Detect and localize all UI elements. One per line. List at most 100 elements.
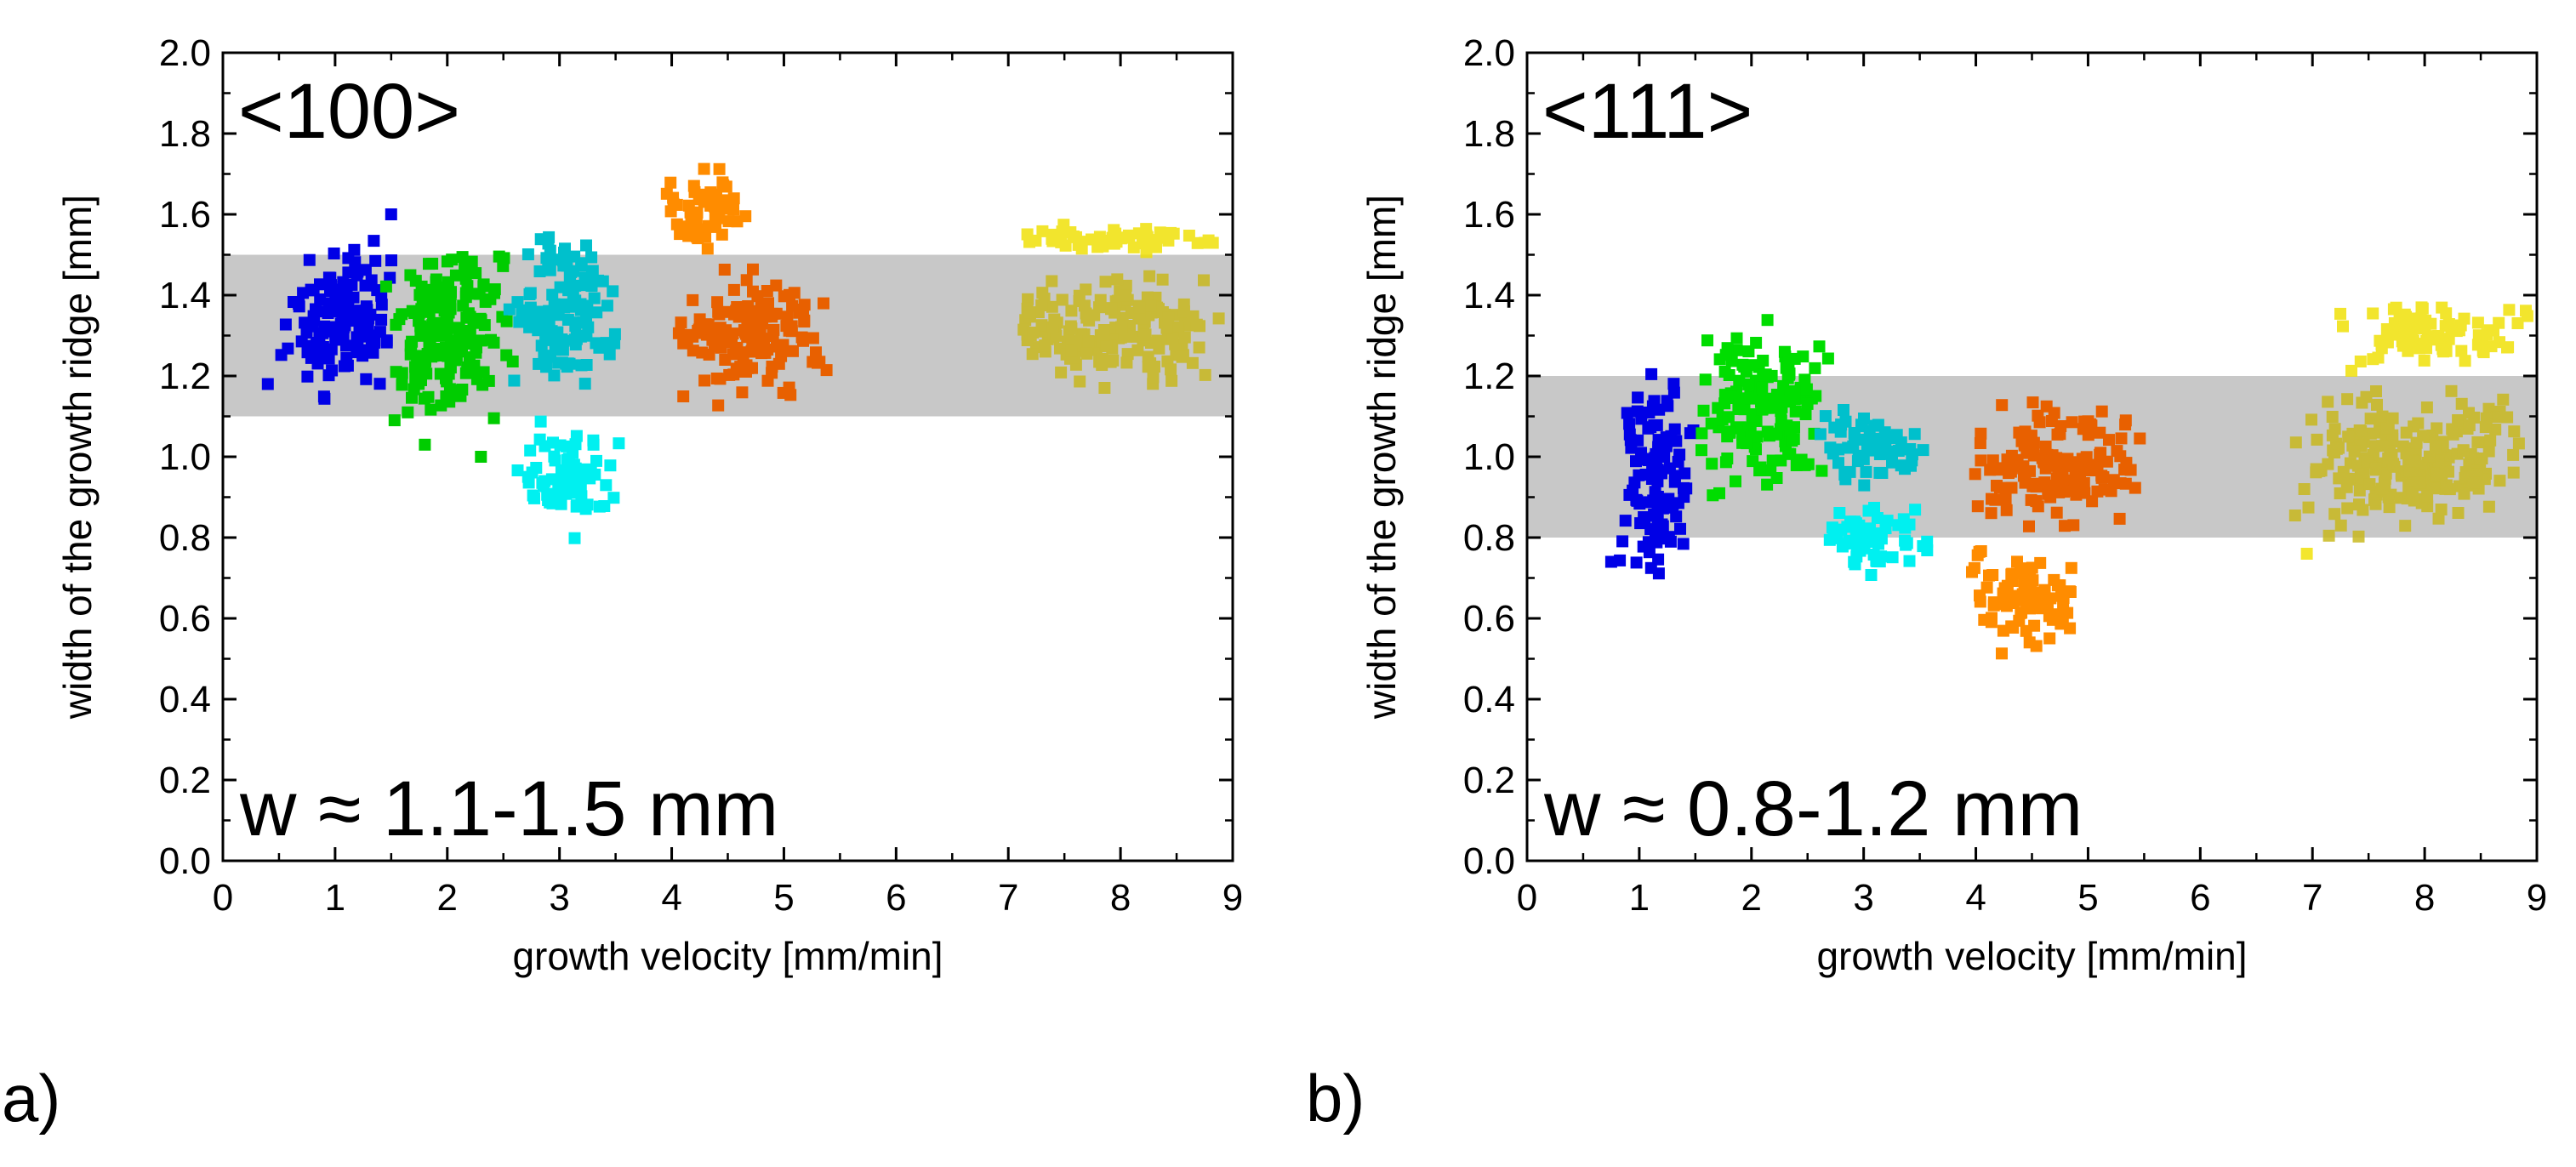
series-yellow <box>1021 219 1219 259</box>
data-point <box>1039 339 1051 352</box>
data-point <box>1652 446 1665 458</box>
data-point <box>577 316 590 329</box>
y-axis: 0.0 0.2 0.4 0.6 0.8 1.0 1.2 1.4 1.6 1.8 2.0 <box>159 32 1233 882</box>
data-point <box>2420 401 2433 413</box>
data-point <box>1770 472 1783 484</box>
data-point <box>2352 530 2365 543</box>
data-point <box>1800 383 1813 396</box>
data-point <box>590 306 603 319</box>
data-point <box>1798 373 1811 386</box>
data-point <box>418 392 430 405</box>
panel-label: b) <box>1306 1061 1365 1136</box>
series-cyan <box>503 231 621 390</box>
x-tick-label: 6 <box>886 877 906 919</box>
data-point <box>551 326 564 339</box>
data-point <box>2046 449 2059 462</box>
data-point <box>2507 448 2520 461</box>
data-point <box>2493 316 2505 329</box>
data-point <box>590 337 602 350</box>
data-point <box>2050 506 2063 519</box>
data-point <box>2367 307 2379 320</box>
data-point <box>580 329 593 342</box>
data-point <box>2508 425 2521 438</box>
data-point <box>1140 246 1153 259</box>
data-point <box>1742 378 1755 390</box>
data-point <box>1143 270 1156 282</box>
data-point <box>318 392 331 405</box>
data-point <box>2393 311 2406 324</box>
data-point <box>1697 404 1710 417</box>
data-point <box>715 335 728 348</box>
data-point <box>1788 384 1800 397</box>
data-point <box>423 258 435 270</box>
data-point <box>1094 293 1107 306</box>
data-point <box>2363 478 2376 491</box>
data-point <box>2028 619 2041 632</box>
data-point <box>467 316 480 329</box>
data-point <box>1645 367 1658 380</box>
data-point <box>1996 647 2008 660</box>
data-point <box>713 162 726 175</box>
data-point <box>368 235 380 248</box>
data-point <box>587 434 600 447</box>
x-tick-label: 4 <box>1965 877 1986 919</box>
data-point <box>660 187 673 200</box>
data-point <box>1987 596 2000 609</box>
data-point <box>360 373 373 385</box>
data-point <box>409 275 422 287</box>
data-point <box>795 331 808 344</box>
data-point <box>1865 569 1878 581</box>
data-point <box>2520 305 2532 317</box>
data-point <box>533 357 545 370</box>
data-point <box>2015 562 2027 575</box>
data-point <box>542 494 555 506</box>
y-tick-label: 1.8 <box>159 113 211 155</box>
data-point <box>1833 507 1846 519</box>
data-point <box>747 285 759 298</box>
data-point <box>1701 334 1713 347</box>
data-point <box>709 210 721 223</box>
data-point <box>1206 236 1219 249</box>
data-point <box>340 352 353 364</box>
data-point <box>1082 335 1095 347</box>
data-point <box>578 378 591 390</box>
data-point <box>2023 520 2035 532</box>
data-point <box>1142 350 1154 363</box>
data-point <box>1908 428 1921 441</box>
data-point <box>2333 472 2345 485</box>
data-point <box>2305 413 2317 426</box>
data-point <box>380 334 393 347</box>
data-point <box>1623 418 1636 430</box>
data-point <box>788 287 801 299</box>
data-point <box>1026 348 1039 361</box>
data-point <box>2015 435 2028 447</box>
data-point <box>1761 314 1774 327</box>
series-green <box>379 250 519 463</box>
data-point <box>2113 512 2126 525</box>
y-tick-label: 1.2 <box>159 356 211 397</box>
data-point <box>1057 219 1070 231</box>
data-point <box>2077 485 2090 497</box>
data-point <box>1870 527 1883 540</box>
y-axis-label: width of the growth ridge [mm] <box>1359 195 1404 720</box>
data-point <box>772 357 785 370</box>
data-point <box>2057 599 2070 611</box>
data-point <box>2334 519 2347 532</box>
data-point <box>424 327 436 339</box>
data-point <box>571 499 584 512</box>
data-point <box>2432 512 2445 525</box>
data-point <box>2402 344 2414 357</box>
data-point <box>1604 555 1617 568</box>
data-point <box>356 330 368 343</box>
data-point <box>1706 458 1718 470</box>
data-point <box>1619 515 1632 527</box>
data-point <box>691 224 704 236</box>
data-point <box>1148 361 1160 373</box>
data-point <box>536 476 549 489</box>
data-point <box>2024 602 2037 615</box>
data-point <box>777 339 789 351</box>
data-point <box>718 264 731 276</box>
data-point <box>2480 412 2493 424</box>
data-point <box>1838 538 1850 550</box>
data-point <box>1809 361 1821 374</box>
